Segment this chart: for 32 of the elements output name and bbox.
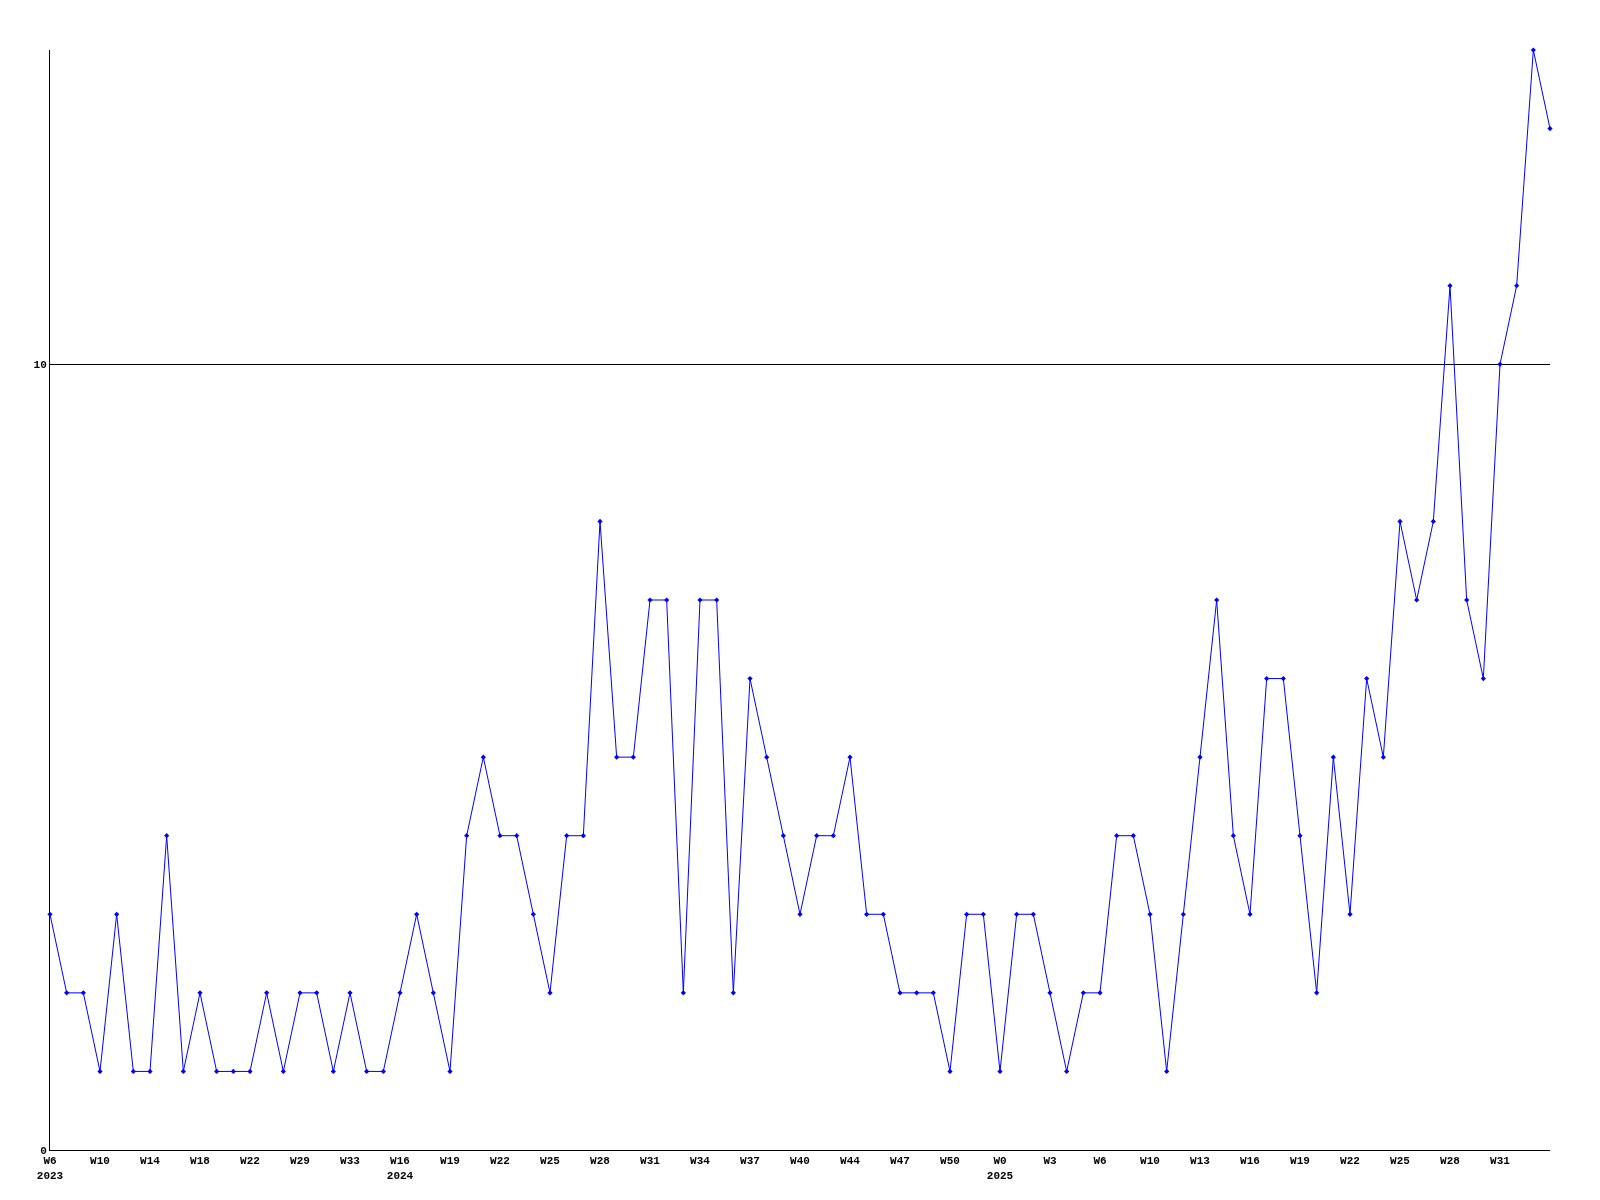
x-tick-label: W31 [1490, 1155, 1511, 1168]
x-tick-label: W40 [790, 1155, 810, 1168]
x-tick-label: W6 [1093, 1155, 1107, 1168]
x-tick-label: W50 [940, 1155, 960, 1168]
x-tick-label: W6 2023 [36, 1155, 64, 1182]
x-tick-label: W28 [1440, 1155, 1461, 1168]
x-tick-label: W25 [1390, 1155, 1411, 1168]
x-tick-label: W22 [490, 1155, 510, 1168]
x-tick-label: W16 [1240, 1155, 1260, 1168]
x-tick-label: W33 [340, 1155, 361, 1168]
x-tick-label: W22 [1340, 1155, 1360, 1168]
x-tick-label: W19 [1290, 1155, 1310, 1168]
x-tick-label: W18 [190, 1155, 211, 1168]
x-tick-label: W13 [1190, 1155, 1211, 1168]
x-tick-label: W31 [640, 1155, 661, 1168]
x-tick-label: W0 2025 [986, 1155, 1014, 1182]
x-tick-label: W34 [690, 1155, 711, 1168]
x-tick-label: W22 [240, 1155, 260, 1168]
x-tick-label: W16 2024 [386, 1155, 414, 1182]
x-tick-label: W28 [590, 1155, 611, 1168]
x-tick-label: W47 [890, 1155, 910, 1168]
x-tick-label: W10 [1140, 1155, 1160, 1168]
x-tick-label: W19 [440, 1155, 460, 1168]
x-tick-label: W37 [740, 1155, 760, 1168]
x-tick-label: W14 [140, 1155, 161, 1168]
x-tick-label: W10 [90, 1155, 110, 1168]
x-tick-label: W29 [290, 1155, 310, 1168]
x-tick-label: W44 [840, 1155, 861, 1168]
x-tick-label: W25 [540, 1155, 561, 1168]
x-tick-label: W3 [1043, 1155, 1057, 1168]
y-tick-label: 0 [40, 1144, 47, 1157]
y-tick-label: 10 [33, 359, 47, 372]
